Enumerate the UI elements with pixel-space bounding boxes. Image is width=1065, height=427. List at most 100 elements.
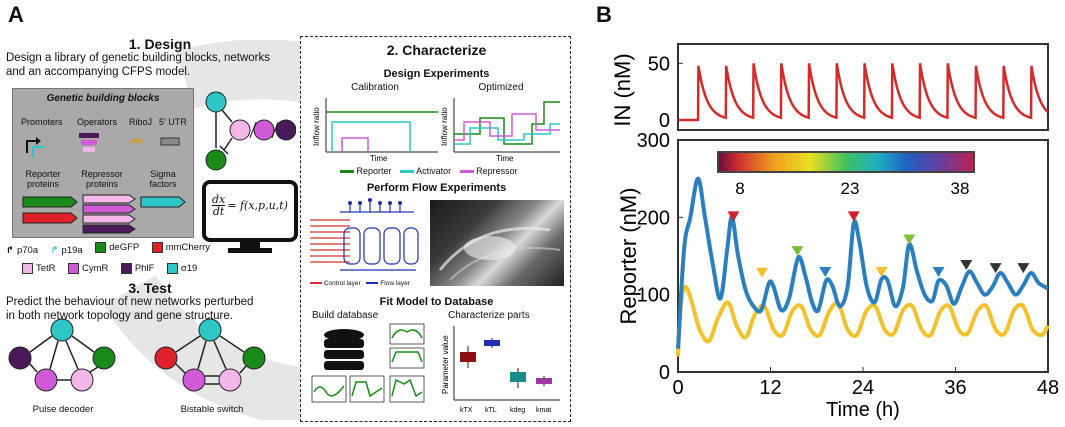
build-database-label: Build database xyxy=(312,310,379,321)
panel-b-chart: IN (nM) 0 50 Reporter (nM) Time (h) 0 100 2… xyxy=(610,43,1059,421)
in-series-line xyxy=(678,63,1049,122)
bistable-switch-diagram xyxy=(154,318,266,392)
promoter-cyan-icon xyxy=(32,146,45,157)
database-curve-plots xyxy=(311,323,425,403)
peak-marker-triangle xyxy=(819,267,832,278)
repressor-proteins-label: Repressor proteins xyxy=(81,169,123,189)
mmcherry-arrow xyxy=(22,212,78,224)
peak-marker-triangle xyxy=(727,211,740,222)
panel-a-letter: A xyxy=(8,2,24,27)
protein-arrows xyxy=(22,194,186,234)
reporter-y-tick-label: 200 xyxy=(637,207,670,229)
optimized-plot: Inflow ratio Time xyxy=(440,98,560,163)
reporter-y-axis-label: Reporter (nM) xyxy=(616,188,641,325)
box-ktl xyxy=(484,340,500,346)
flow-layer-label: Flow layer xyxy=(380,280,410,287)
reporter-y-tick-label: 300 xyxy=(637,130,670,152)
operators-label: Operators xyxy=(77,117,118,127)
colorbar-tick-8: 8 xyxy=(735,179,744,198)
operator-icon xyxy=(79,133,99,138)
optimized-y-label: Inflow ratio xyxy=(440,107,449,146)
reporter-y-tick-label: 0 xyxy=(659,362,670,384)
promoters-label: Promoters xyxy=(21,117,63,127)
design-title: 1. Design xyxy=(128,36,192,52)
calibration-x-label: Time xyxy=(370,154,388,163)
peak-marker-triangle xyxy=(791,246,804,257)
node-cymr xyxy=(253,119,275,141)
box-ktx xyxy=(460,352,476,362)
colorbar xyxy=(717,151,975,173)
legend-cymr: CymR xyxy=(68,263,108,274)
calibration-plot: Inflow ratio Time xyxy=(312,98,438,163)
k-label-deg: kdeg xyxy=(510,407,525,414)
promoter-black-icon xyxy=(26,140,39,153)
x-tick-label: 36 xyxy=(944,377,966,399)
colorbar-tick-23: 23 xyxy=(841,179,860,198)
chip-legend: Control layer Flow layer xyxy=(310,280,430,287)
phlf-arrow xyxy=(82,224,136,234)
riboj-label: RiboJ xyxy=(129,117,153,127)
design-desc-line1: Design a library of genetic building blo… xyxy=(6,52,270,64)
x-tick-label: 0 xyxy=(672,377,683,399)
promoter-cyan-icon: ↱ xyxy=(50,245,59,256)
utr-icon xyxy=(160,137,180,146)
parameter-boxplot: Parameter value kTX kTL kdeg kmat xyxy=(441,326,560,414)
legend-degfp: deGFP xyxy=(95,242,139,253)
perform-flow-heading: Perform Flow Experiments xyxy=(366,182,507,194)
database-icon xyxy=(324,329,364,370)
x-tick-label: 24 xyxy=(852,377,874,399)
design-network-diagram xyxy=(205,91,296,171)
legend-p19a: ↱ p19a xyxy=(50,245,83,256)
flow-legend: Reporter Activator Repressor xyxy=(340,166,570,176)
peak-marker-triangle xyxy=(932,267,945,278)
flow-setup-photo xyxy=(430,200,564,286)
pulse-decoder-label: Pulse decoder xyxy=(32,404,94,415)
design-experiments-heading: Design Experiments xyxy=(383,68,490,80)
reporter-y-tick-label: 100 xyxy=(637,285,670,307)
test-desc-line1: Predict the behaviour of new networks pe… xyxy=(6,296,254,308)
design-description: Design a library of genetic building blo… xyxy=(6,51,306,79)
panel-b-letter: B xyxy=(596,2,612,27)
legend-activator: Activator xyxy=(416,166,452,176)
x-axis-label: Time (h) xyxy=(826,399,900,421)
parameter-value-axis-label: Parameter value xyxy=(441,335,450,394)
bistable-switch-label: Bistable switch xyxy=(180,404,244,415)
k-label-tx: kTX xyxy=(460,407,473,414)
box-kdeg xyxy=(510,372,526,382)
gbb-title: Genetic building blocks xyxy=(46,93,160,104)
parts-legend: ↱ p70a ↱ p19a deGFP mmCherry TetR CymR Phl… xyxy=(6,240,306,279)
computer-monitor-icon xyxy=(202,180,298,253)
peak-marker-triangle xyxy=(903,234,916,245)
box-kmat xyxy=(536,378,552,384)
reporter-proteins-label: Reporter proteins xyxy=(25,169,61,189)
genetic-building-blocks-box: Genetic building blocks Promoters Operat… xyxy=(12,88,194,238)
x-tick-label: 12 xyxy=(759,377,781,399)
calibration-y-label: Inflow ratio xyxy=(312,107,321,146)
design-desc-line2: and an accompanying CFPS model. xyxy=(6,66,191,78)
test-title: 3. Test xyxy=(128,280,172,296)
optimized-x-label: Time xyxy=(496,154,514,163)
legend-tetr: TetR xyxy=(22,263,56,274)
legend-p70a: ↱ p70a xyxy=(6,245,39,256)
blue-series-line xyxy=(676,176,1050,349)
peak-marker-triangle xyxy=(875,267,888,278)
in-y-tick-label: 50 xyxy=(648,53,670,75)
utr-label: 5' UTR xyxy=(159,117,187,127)
calibration-label: Calibration xyxy=(351,82,399,93)
peak-marker-triangle xyxy=(960,260,973,271)
in-y-tick-label: 0 xyxy=(659,110,670,132)
sigma19-arrow xyxy=(140,196,186,208)
peak-marker-triangle xyxy=(1017,263,1030,274)
node-sigma xyxy=(205,91,227,113)
peak-marker-triangle xyxy=(989,263,1002,274)
microfluidic-chip-schematic xyxy=(310,198,419,271)
legend-phlf: PhlF xyxy=(120,263,154,274)
pulse-decoder-diagram xyxy=(8,318,116,392)
parts-icons xyxy=(26,133,180,157)
legend-reporter: Reporter xyxy=(356,166,392,176)
degfp-arrow xyxy=(22,196,78,208)
node-tetr xyxy=(229,119,251,141)
promoter-black-icon: ↱ xyxy=(6,245,14,256)
x-tick-label: 48 xyxy=(1037,377,1059,399)
node-gfp xyxy=(205,149,227,171)
